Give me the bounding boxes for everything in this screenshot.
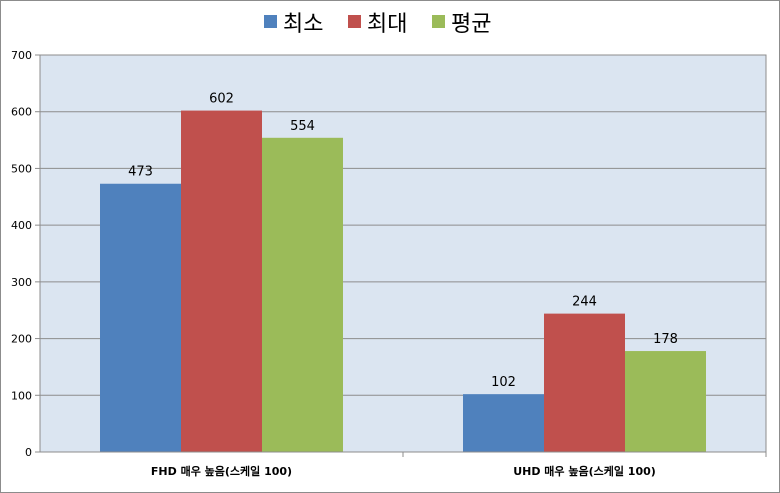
data-label: 178 <box>653 332 678 347</box>
x-category-label: UHD 매우 높음(스케일 100) <box>513 464 656 478</box>
legend-label: 최소 <box>283 12 323 37</box>
bars <box>100 110 706 452</box>
y-tick-label: 0 <box>25 446 32 459</box>
legend-swatch <box>432 15 445 28</box>
y-tick-label: 500 <box>11 162 32 175</box>
legend-swatch <box>348 15 361 28</box>
bar-최소-1 <box>463 394 544 452</box>
data-labels: 473 602 554 102 244 178 <box>128 92 678 391</box>
data-label: 473 <box>128 165 153 180</box>
legend-label: 평균 <box>451 12 491 37</box>
legend: 최소 최대 평균 <box>264 12 491 37</box>
x-category-label: FHD 매우 높음(스케일 100) <box>151 464 292 478</box>
y-tick-label: 100 <box>11 389 32 402</box>
y-tick-label: 300 <box>11 276 32 289</box>
data-label: 102 <box>491 375 516 390</box>
bar-최대-0 <box>181 110 262 452</box>
bar-평균-1 <box>625 351 706 452</box>
y-tick-label: 700 <box>11 49 32 62</box>
data-label: 602 <box>209 92 234 107</box>
legend-label: 최대 <box>367 12 407 37</box>
y-tick-label: 400 <box>11 219 32 232</box>
y-tick-label: 200 <box>11 333 32 346</box>
bar-최대-1 <box>544 313 625 452</box>
bar-최소-0 <box>100 183 181 452</box>
bar-평균-0 <box>262 137 343 452</box>
y-tick-label: 600 <box>11 106 32 119</box>
data-label: 244 <box>572 295 597 310</box>
axes: 0 100 200 300 400 500 600 700 FHD 매우 높음(스케일 100)… <box>11 49 767 478</box>
data-label: 554 <box>290 119 315 134</box>
legend-swatch <box>264 15 277 28</box>
